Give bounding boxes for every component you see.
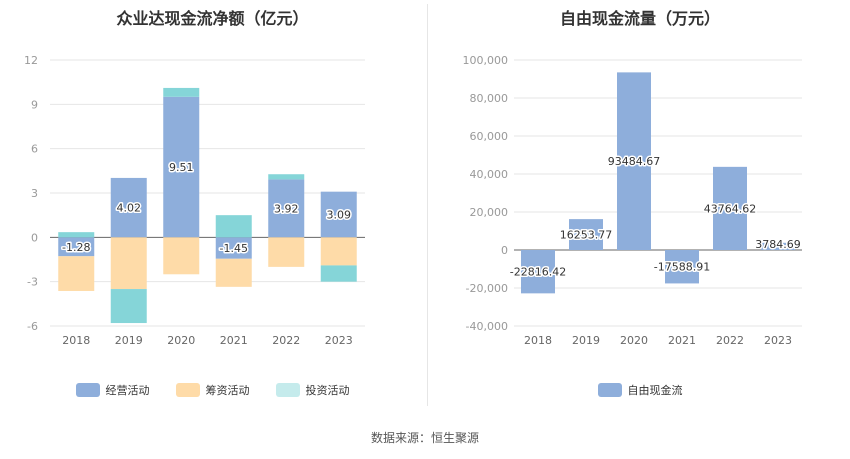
bar-0-2023 (320, 191, 357, 238)
data-label: 93484.67 (608, 155, 661, 168)
data-label: -17588.91 (654, 261, 710, 274)
chart-title: 自由现金流量（万元） (559, 9, 720, 28)
bar-free-cash-flow-2022 (713, 166, 747, 250)
bar-2-2019 (110, 289, 147, 324)
y-tick-label: 0 (501, 244, 508, 257)
bar-1-2021 (215, 258, 252, 287)
bar-free-cash-flow-2019 (569, 219, 603, 250)
bar-1-2023 (320, 237, 357, 266)
bar-0-2020 (163, 96, 200, 238)
bar-1-2020 (163, 237, 200, 275)
legend-label: 筹资活动 (205, 384, 250, 397)
y-tick-label: 9 (31, 98, 38, 111)
bar-0-2021 (215, 237, 252, 259)
x-tick-label: 2019 (572, 334, 600, 347)
panel-divider (427, 4, 428, 406)
legend-swatch (597, 383, 622, 397)
legend-item-free-cash-flow[interactable]: 自由现金流 (597, 382, 683, 398)
x-tick-label: 2020 (167, 334, 195, 347)
chart-legend: 经营活动 筹资活动 投资活动 (0, 382, 425, 398)
y-tick-label: 0 (31, 231, 38, 244)
free-cash-flow-plot: -40,000 -20,000 0 20,000 40,000 60,000 80,000 1… (463, 54, 803, 347)
y-tick-label: 60,000 (470, 130, 509, 143)
y-tick-label: 100,000 (463, 54, 509, 67)
x-tick-label: 2023 (325, 334, 353, 347)
data-label: 3.09 (327, 209, 352, 222)
data-label: 4.02 (117, 202, 142, 215)
bar-1-2019 (110, 237, 147, 290)
chart-legend: 自由现金流 (430, 382, 850, 398)
data-label: 9.51 (169, 161, 194, 174)
x-tick-label: 2020 (620, 334, 648, 347)
y-tick-label: 6 (31, 143, 38, 156)
legend-item-operating[interactable]: 经营活动 (75, 382, 150, 398)
y-tick-label: -20,000 (466, 282, 508, 295)
data-label: 43764.62 (704, 202, 757, 215)
cash-flow-net-chart: 众业达现金流净额（亿元） -6 -3 0 3 6 9 12 2018 2019 2020 2021 2… (0, 0, 425, 410)
data-label: -1.45 (220, 242, 248, 255)
cash-flow-net-plot: -6 -3 0 3 6 9 12 2018 2019 2020 2021 2022 2023 -1.28 4… (24, 54, 365, 347)
data-label: -22816.42 (510, 266, 566, 279)
x-tick-label: 2022 (272, 334, 300, 347)
legend-item-financing[interactable]: 筹资活动 (175, 382, 250, 398)
x-tick-label: 2023 (764, 334, 792, 347)
x-tick-label: 2021 (220, 334, 248, 347)
legend-label: 投资活动 (305, 384, 350, 397)
data-label: 16253.77 (560, 229, 613, 242)
bar-free-cash-flow-2023 (761, 242, 795, 250)
x-tick-label: 2019 (115, 334, 143, 347)
x-tick-label: 2022 (716, 334, 744, 347)
y-tick-label: -3 (27, 276, 38, 289)
bar-2-2023 (320, 265, 357, 282)
x-tick-label: 2021 (668, 334, 696, 347)
y-tick-label: 40,000 (470, 168, 509, 181)
y-tick-label: -40,000 (466, 320, 508, 333)
bar-2-2021 (215, 215, 252, 238)
legend-swatch (75, 383, 100, 397)
y-tick-label: 12 (24, 54, 38, 67)
x-tick-label: 2018 (524, 334, 552, 347)
legend-swatch (275, 383, 300, 397)
y-tick-label: 80,000 (470, 92, 509, 105)
legend-swatch (175, 383, 200, 397)
data-label: 3.92 (274, 202, 299, 215)
bar-free-cash-flow-2020 (617, 72, 651, 251)
x-tick-label: 2018 (62, 334, 90, 347)
bar-free-cash-flow-2018 (521, 250, 555, 294)
bar-0-2019 (110, 177, 147, 238)
bar-1-2022 (268, 237, 305, 267)
y-tick-label: 3 (31, 187, 38, 200)
legend-label: 自由现金流 (627, 384, 683, 397)
data-source-note: 数据来源：恒生聚源 (370, 431, 479, 445)
y-tick-label: -6 (27, 320, 38, 333)
chart-title: 众业达现金流净额（亿元） (116, 9, 309, 28)
bar-0-2022 (268, 179, 305, 238)
legend-label: 经营活动 (105, 384, 150, 397)
y-tick-label: 20,000 (470, 206, 509, 219)
data-label: 3784.69 (755, 238, 801, 251)
bar-2-2018 (58, 232, 95, 238)
bar-2-2022 (268, 174, 305, 180)
free-cash-flow-chart: 自由现金流量（万元） -40,000 -20,000 0 20,000 40,000 60… (430, 0, 850, 410)
legend-item-investing[interactable]: 投资活动 (275, 382, 350, 398)
bar-2-2020 (163, 87, 200, 97)
bar-free-cash-flow-2021 (665, 250, 699, 284)
bar-0-2018 (58, 237, 95, 257)
data-label: -1.28 (62, 241, 90, 254)
bar-1-2018 (58, 256, 95, 291)
